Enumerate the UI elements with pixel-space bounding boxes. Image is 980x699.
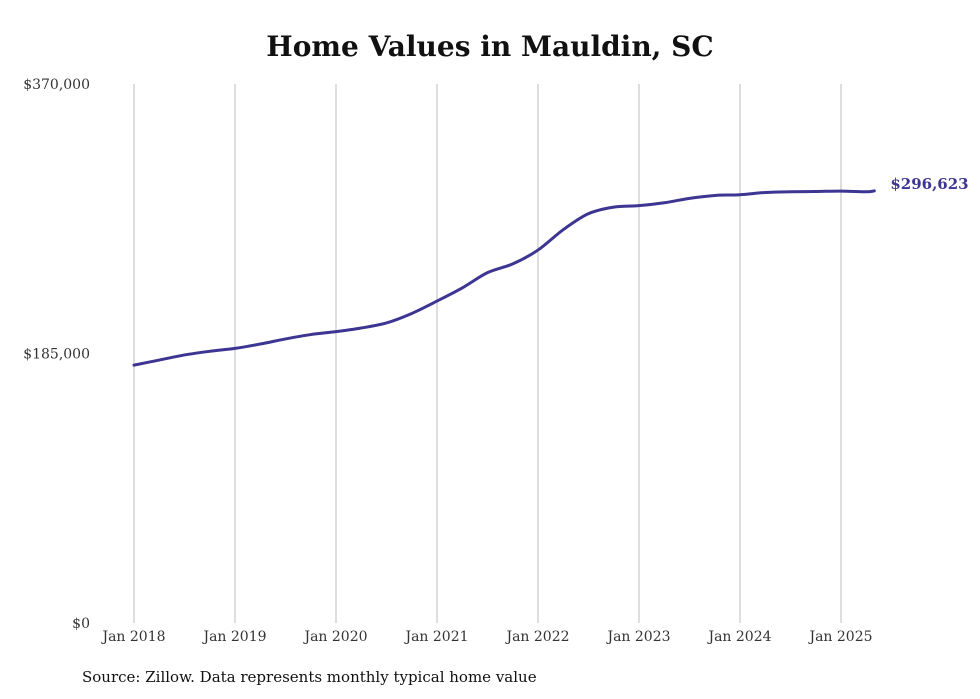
x-axis-ticks: Jan 2018 Jan 2019 Jan 2020 Jan 2021 Jan 2022… <box>100 629 872 645</box>
x-tick-label: Jan 2023 <box>605 629 670 645</box>
y-tick-label: $185,000 <box>23 347 90 363</box>
source-note: Source: Zillow. Data represents monthly … <box>82 668 537 686</box>
x-tick-label: Jan 2024 <box>706 629 771 645</box>
y-tick-label: $370,000 <box>23 77 90 93</box>
chart-title: Home Values in Mauldin, SC <box>266 30 714 63</box>
end-label-layer: $296,623 <box>890 175 968 193</box>
gridlines <box>133 84 842 623</box>
x-tick-label: Jan 2022 <box>504 629 569 645</box>
y-axis-ticks: $0 $185,000 $370,000 <box>23 77 90 632</box>
x-tick-label: Jan 2020 <box>302 629 367 645</box>
series-line <box>132 189 876 367</box>
end-value-label: $296,623 <box>890 175 968 193</box>
x-tick-label: Jan 2025 <box>807 629 872 645</box>
x-tick-label: Jan 2021 <box>403 629 468 645</box>
y-tick-label: $0 <box>72 616 90 632</box>
x-tick-label: Jan 2019 <box>201 629 266 645</box>
series-layer <box>132 189 876 367</box>
x-tick-label: Jan 2018 <box>100 629 165 645</box>
